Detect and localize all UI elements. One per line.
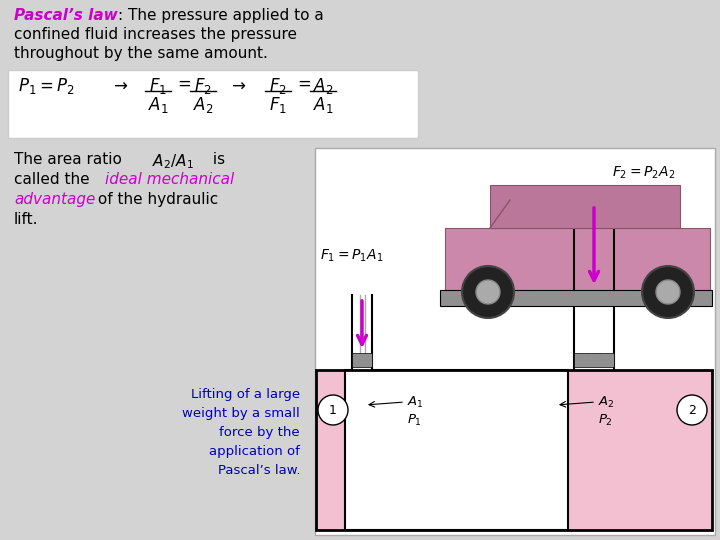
Text: 2: 2 bbox=[688, 403, 696, 416]
Text: $F_2 = P_2A_2$: $F_2 = P_2A_2$ bbox=[612, 165, 675, 181]
Text: Lifting of a large: Lifting of a large bbox=[191, 388, 300, 401]
Bar bbox=[575, 367, 613, 370]
Bar bbox=[440, 290, 712, 306]
Text: force by the: force by the bbox=[220, 426, 300, 439]
Circle shape bbox=[642, 266, 694, 318]
Text: 1: 1 bbox=[329, 403, 337, 416]
Bar bbox=[8, 70, 418, 138]
Text: ideal mechanical: ideal mechanical bbox=[105, 172, 234, 187]
Text: $\rightarrow$: $\rightarrow$ bbox=[110, 76, 128, 94]
Text: $A_1$: $A_1$ bbox=[407, 395, 424, 410]
Text: $A_1$: $A_1$ bbox=[148, 95, 168, 115]
Circle shape bbox=[476, 280, 500, 304]
Text: $=$: $=$ bbox=[174, 74, 192, 92]
Bar bbox=[353, 367, 371, 370]
Text: Pascal’s law.: Pascal’s law. bbox=[217, 464, 300, 477]
Text: advantage: advantage bbox=[14, 192, 95, 207]
Text: called the: called the bbox=[14, 172, 94, 187]
Text: $F_1 = P_1A_1$: $F_1 = P_1A_1$ bbox=[320, 248, 383, 265]
Text: $P_1 = P_2$: $P_1 = P_2$ bbox=[18, 76, 75, 96]
Text: $A_2$: $A_2$ bbox=[598, 395, 615, 410]
Text: $F_1$: $F_1$ bbox=[269, 95, 287, 115]
Bar bbox=[315, 148, 715, 535]
Circle shape bbox=[462, 266, 514, 318]
Bar bbox=[575, 220, 613, 353]
Text: $A_2/A_1$: $A_2/A_1$ bbox=[152, 152, 194, 171]
Text: throughout by the same amount.: throughout by the same amount. bbox=[14, 46, 268, 61]
Text: $=$: $=$ bbox=[294, 74, 312, 92]
Text: $A_1$: $A_1$ bbox=[312, 95, 333, 115]
Text: Pascal’s law: Pascal’s law bbox=[14, 8, 118, 23]
Text: $A_2$: $A_2$ bbox=[312, 76, 333, 96]
Text: $P_1$: $P_1$ bbox=[407, 413, 422, 428]
Bar bbox=[345, 370, 568, 530]
Text: : The pressure applied to a: : The pressure applied to a bbox=[118, 8, 324, 23]
Text: $F_2$: $F_2$ bbox=[269, 76, 287, 96]
Bar bbox=[352, 353, 372, 367]
Circle shape bbox=[318, 395, 348, 425]
Bar bbox=[490, 185, 680, 228]
Text: application of: application of bbox=[209, 445, 300, 458]
Text: The area ratio: The area ratio bbox=[14, 152, 127, 167]
Bar bbox=[316, 370, 712, 530]
Text: is: is bbox=[208, 152, 225, 167]
Text: $F_2$: $F_2$ bbox=[194, 76, 212, 96]
Text: $A_2$: $A_2$ bbox=[193, 95, 213, 115]
Text: $F_1$: $F_1$ bbox=[149, 76, 167, 96]
Text: weight by a small: weight by a small bbox=[182, 407, 300, 420]
Circle shape bbox=[656, 280, 680, 304]
Text: confined fluid increases the pressure: confined fluid increases the pressure bbox=[14, 27, 297, 42]
Circle shape bbox=[677, 395, 707, 425]
Bar bbox=[316, 370, 712, 530]
Text: $P_2$: $P_2$ bbox=[598, 413, 613, 428]
Text: $\rightarrow$: $\rightarrow$ bbox=[228, 76, 246, 94]
Bar bbox=[445, 228, 710, 290]
Bar bbox=[574, 353, 614, 367]
Text: lift.: lift. bbox=[14, 212, 38, 227]
Text: of the hydraulic: of the hydraulic bbox=[93, 192, 218, 207]
